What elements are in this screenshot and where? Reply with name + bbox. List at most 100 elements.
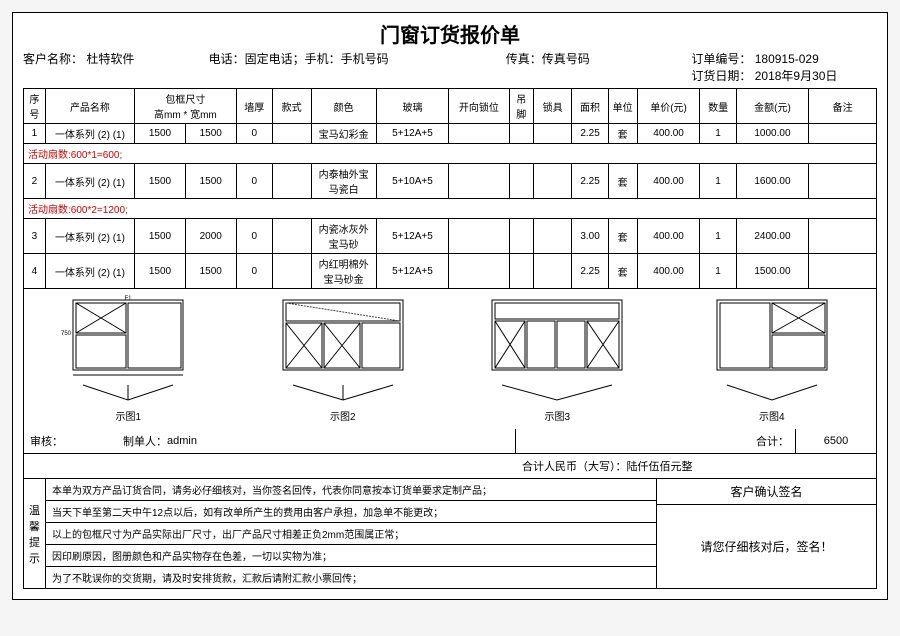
- cell: [509, 164, 533, 199]
- cell: [809, 164, 877, 199]
- cell: 2400.00: [736, 219, 808, 254]
- cell: 5+10A+5: [376, 164, 448, 199]
- cell: [272, 219, 311, 254]
- cell: 1500: [185, 164, 236, 199]
- cell: [449, 124, 509, 144]
- th-lock: 锁具: [533, 89, 572, 124]
- order-meta: 订单编号： 180915-029 订货日期： 2018年9月30日: [691, 50, 877, 84]
- cell: 套: [608, 219, 637, 254]
- th-name: 产品名称: [45, 89, 134, 124]
- cell: 1500: [185, 124, 236, 144]
- cell: 套: [608, 164, 637, 199]
- cell: [809, 219, 877, 254]
- tip-5: 为了不耽误你的交货期，请及时安排货款，汇款后请附汇款小票回传；: [46, 567, 656, 588]
- rmb-text: 合计人民币（大写）： 陆仟伍佰元整: [516, 454, 876, 478]
- cell: 2.25: [572, 164, 608, 199]
- audit-cell: 审核： 制单人： admin: [24, 429, 516, 453]
- cell: [533, 124, 572, 144]
- total-value: 6500: [796, 429, 876, 453]
- rmb-row: . 合计人民币（大写）： 陆仟伍佰元整: [23, 454, 877, 479]
- tips-lines: 本单为双方产品订货合同，请务必仔细核对，当你签名回传，代表你同意按本订货单要求定…: [46, 479, 656, 588]
- cell: 1: [700, 254, 736, 289]
- cell: 0: [236, 164, 272, 199]
- th-frame-s: 高mm * 宽mm: [154, 110, 217, 121]
- tip-2: 当天下单至第二天中午12点以后，如有改单所产生的费用由客户承担，加急单不能更改；: [46, 501, 656, 523]
- cell: 1: [700, 124, 736, 144]
- maker-value: admin: [167, 435, 197, 447]
- svg-text:750: 750: [61, 331, 72, 337]
- cell: 1500: [135, 254, 186, 289]
- order-date: 2018年9月30日: [755, 69, 838, 83]
- cell: 5+12A+5: [376, 219, 448, 254]
- cell: 0: [236, 254, 272, 289]
- table-body: 1一体系列 (2) (1)150015000宝马幻彩金5+12A+52.25套4…: [24, 124, 877, 289]
- th-wall: 墙厚: [236, 89, 272, 124]
- totals-row: 审核： 制单人： admin 合计： 6500: [23, 429, 877, 454]
- diagram-4-svg: [692, 295, 852, 405]
- cell: [809, 254, 877, 289]
- cell: 3.00: [572, 219, 608, 254]
- customer-label: 客户名称：: [23, 52, 83, 66]
- diagram-3-label: 示图3: [453, 408, 662, 423]
- total-label: 合计：: [756, 433, 789, 449]
- tips-label: 温馨提示: [24, 479, 46, 588]
- cell: 一体系列 (2) (1): [45, 254, 134, 289]
- cell: 400.00: [637, 254, 700, 289]
- table-row: 1一体系列 (2) (1)150015000宝马幻彩金5+12A+52.25套4…: [24, 124, 877, 144]
- th-area: 面积: [572, 89, 608, 124]
- sign-confirm: 客户确认签名: [657, 479, 876, 505]
- cell: 活动扇数:600*2=1200;: [24, 199, 877, 219]
- cell: 1: [700, 164, 736, 199]
- cell: 1500: [135, 219, 186, 254]
- cell: 2000: [185, 219, 236, 254]
- order-no-label: 订单编号：: [691, 52, 751, 66]
- order-no: 180915-029: [755, 52, 819, 66]
- th-style: 款式: [272, 89, 311, 124]
- diagram-1-svg: F1 750: [48, 295, 208, 405]
- tips-block: 温馨提示 本单为双方产品订货合同，请务必仔细核对，当你签名回传，代表你同意按本订…: [23, 479, 877, 589]
- diagram-3: 示图3: [453, 295, 662, 423]
- cell: 1000.00: [736, 124, 808, 144]
- table-row: 2一体系列 (2) (1)150015000内泰柚外宝马瓷白5+10A+52.2…: [24, 164, 877, 199]
- table-row: 活动扇数:600*2=1200;: [24, 199, 877, 219]
- cell: 2: [24, 164, 46, 199]
- diagram-2-label: 示图2: [239, 408, 448, 423]
- audit-label: 审核：: [30, 433, 63, 449]
- customer-value: 杜特软件: [86, 52, 134, 66]
- cell: 内瓷冰灰外宝马砂: [311, 219, 376, 254]
- sign-please: 请您仔细核对后，签名！: [657, 505, 876, 588]
- tip-1: 本单为双方产品订货合同，请务必仔细核对，当你签名回传，代表你同意按本订货单要求定…: [46, 479, 656, 501]
- cell: 1500: [135, 124, 186, 144]
- cell: 套: [608, 124, 637, 144]
- cell: 2.25: [572, 124, 608, 144]
- cell: 1600.00: [736, 164, 808, 199]
- cell: [272, 254, 311, 289]
- doc-title: 门窗订货报价单: [23, 19, 877, 48]
- svg-text:F1: F1: [125, 296, 133, 302]
- cell: 5+12A+5: [376, 124, 448, 144]
- cell: 2.25: [572, 254, 608, 289]
- cell: [449, 164, 509, 199]
- tel-cell: 电话：固定电话；手机：手机号码: [209, 50, 506, 84]
- cell: [449, 254, 509, 289]
- quotation-sheet: 门窗订货报价单 客户名称： 杜特软件 电话：固定电话；手机：手机号码 传真：传真…: [12, 12, 888, 600]
- cell: 1: [24, 124, 46, 144]
- cell: 一体系列 (2) (1): [45, 124, 134, 144]
- rmb-cell: 合计：: [516, 429, 796, 453]
- cell: 1500.00: [736, 254, 808, 289]
- tip-3: 以上的包框尺寸为产品实际出厂尺寸，出厂产品尺寸相差正负2mm范围属正常；: [46, 523, 656, 545]
- table-row: 3一体系列 (2) (1)150020000内瓷冰灰外宝马砂5+12A+53.0…: [24, 219, 877, 254]
- cell: 内泰柚外宝马瓷白: [311, 164, 376, 199]
- cell: 一体系列 (2) (1): [45, 219, 134, 254]
- cell: [509, 219, 533, 254]
- diagrams-row: F1 750 示图1 示图2: [23, 289, 877, 429]
- th-rem: 备注: [809, 89, 877, 124]
- cell: 400.00: [637, 164, 700, 199]
- cell: 400.00: [637, 124, 700, 144]
- cell: 1: [700, 219, 736, 254]
- cell: 5+12A+5: [376, 254, 448, 289]
- maker-label: 制单人：: [123, 433, 167, 449]
- table-row: 4一体系列 (2) (1)150015000内红明棉外宝马砂金5+12A+52.…: [24, 254, 877, 289]
- header-top: 客户名称： 杜特软件 电话：固定电话；手机：手机号码 传真：传真号码 订单编号：…: [23, 50, 877, 84]
- order-date-label: 订货日期：: [691, 69, 751, 83]
